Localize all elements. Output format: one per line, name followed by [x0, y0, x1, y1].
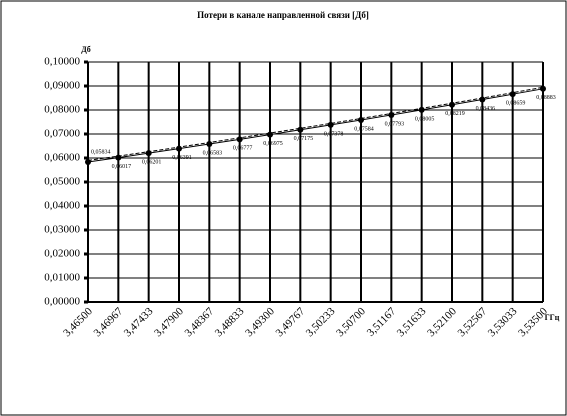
data-label: 0,08436	[476, 106, 496, 112]
point	[509, 91, 516, 98]
y-tick-label: 0,02000	[44, 248, 80, 260]
point	[418, 106, 425, 113]
y-tick-label: 0,00000	[44, 296, 80, 308]
point	[236, 136, 243, 143]
y-tick-label: 0,09000	[44, 80, 80, 92]
y-tick-label: 0,10000	[44, 56, 80, 68]
data-label: 0,05834	[91, 149, 111, 155]
y-tick-label: 0,04000	[44, 200, 80, 212]
series-line-dashed	[87, 86, 544, 161]
y-axis-label: Дб	[81, 45, 91, 54]
data-label: 0,06975	[263, 141, 283, 147]
chart-title: Потери в канале направленной связи [Дб]	[197, 10, 369, 20]
data-label: 0,06017	[112, 164, 132, 170]
point	[479, 96, 486, 103]
data-label: 0,06201	[142, 160, 162, 166]
data-label: 0,08883	[536, 95, 556, 101]
y-tick-label: 0,01000	[44, 272, 80, 284]
point	[327, 121, 334, 128]
data-label: 0,08005	[415, 116, 435, 122]
point	[297, 126, 304, 133]
x-axis-label: ГГц	[545, 313, 560, 322]
y-tick-label: 0,06000	[44, 152, 80, 164]
data-label: 0,06583	[203, 150, 223, 156]
point	[267, 131, 273, 138]
point	[176, 145, 182, 152]
series-line	[87, 88, 544, 163]
data-label: 0,07584	[354, 126, 374, 132]
y-tick-label: 0,05000	[44, 176, 80, 188]
y-tick-label: 0,03000	[44, 224, 80, 236]
data-label: 0,06777	[233, 146, 253, 152]
point	[115, 154, 122, 161]
point	[540, 85, 546, 92]
data-label: 0,07175	[294, 136, 314, 142]
data-label: 0,07793	[385, 121, 405, 127]
point	[206, 141, 213, 148]
point	[388, 111, 395, 118]
point	[358, 116, 364, 123]
point	[145, 150, 152, 157]
y-tick-label: 0,07000	[44, 128, 80, 140]
point	[449, 101, 455, 108]
data-label: 0,07378	[324, 131, 344, 137]
y-tick-label: 0,08000	[44, 104, 80, 116]
data-label: 0,06391	[172, 155, 192, 161]
point	[85, 158, 91, 165]
data-label: 0,08219	[445, 111, 465, 117]
data-label: 0,08659	[506, 101, 526, 107]
